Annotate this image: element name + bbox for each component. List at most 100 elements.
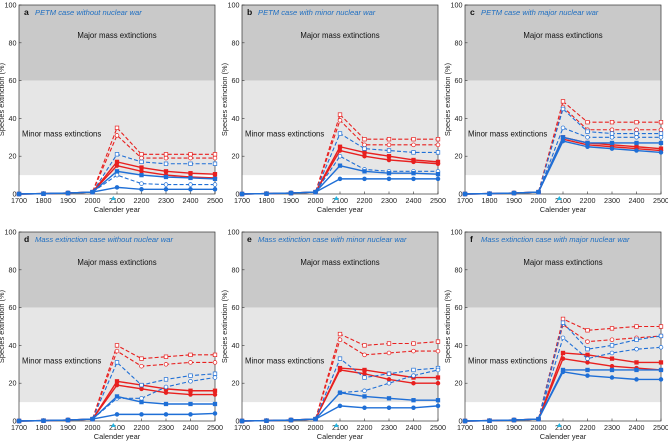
data-point (585, 352, 590, 357)
data-point (411, 405, 416, 411)
time-marker-icon (333, 196, 339, 200)
data-point (585, 144, 590, 150)
data-point (362, 367, 367, 373)
data-point (560, 369, 566, 375)
data-point (487, 418, 492, 423)
data-point (658, 333, 664, 339)
minor-zone-label: Minor mass extinctions (22, 130, 101, 139)
data-point (609, 375, 615, 380)
y-axis-label: Species extinction (%) (443, 63, 452, 136)
data-point (188, 373, 193, 378)
data-point (337, 176, 343, 182)
data-point (560, 335, 566, 341)
time-marker-icon (556, 423, 562, 427)
data-point (337, 390, 343, 395)
data-point (609, 356, 615, 361)
data-point (163, 377, 169, 382)
data-point (114, 169, 120, 174)
data-point (560, 125, 566, 131)
data-point (560, 106, 566, 112)
x-tick-label: 2400 (629, 423, 645, 432)
data-point (212, 155, 218, 161)
data-point (386, 142, 392, 148)
x-tick-label: 2000 (531, 196, 547, 205)
x-tick-label: 2500 (207, 196, 223, 205)
y-tick-label: 0 (13, 417, 17, 426)
data-point (560, 350, 566, 356)
x-tick-label: 1900 (60, 423, 76, 432)
major-zone-label: Major mass extinctions (300, 258, 379, 267)
time-marker-icon (110, 196, 116, 200)
data-point (609, 363, 615, 369)
data-point (188, 352, 193, 357)
data-point (634, 127, 639, 132)
y-tick-label: 100 (228, 1, 240, 10)
data-point (212, 392, 218, 397)
y-tick-label: 20 (232, 152, 240, 161)
data-point (634, 346, 639, 352)
x-tick-label: 2100 (332, 196, 348, 205)
data-point (609, 367, 615, 373)
x-tick-label: 2300 (158, 196, 174, 205)
x-tick-label: 1800 (482, 423, 498, 432)
data-point (386, 380, 392, 386)
data-point (212, 176, 218, 182)
data-point (337, 337, 343, 342)
y-tick-label: 60 (455, 76, 463, 85)
x-axis-label: Calender year (540, 432, 587, 441)
data-point (163, 187, 169, 192)
data-point (114, 152, 120, 157)
data-point (435, 137, 441, 142)
data-point (163, 384, 169, 390)
data-point (585, 367, 590, 373)
data-point (658, 345, 664, 350)
data-point (212, 375, 218, 380)
data-point (411, 150, 416, 155)
x-tick-label: 2300 (381, 423, 397, 432)
data-point (609, 127, 615, 132)
y-tick-label: 20 (455, 379, 463, 388)
data-point (65, 417, 71, 423)
data-point (212, 401, 218, 407)
data-point (362, 150, 367, 155)
x-tick-label: 1800 (259, 196, 275, 205)
data-point (188, 401, 193, 407)
x-axis-label: Calender year (94, 432, 141, 441)
data-point (139, 181, 144, 186)
panel-letter: e (247, 234, 252, 244)
major-extinction-band (465, 5, 661, 81)
data-point (658, 131, 664, 136)
data-point (435, 380, 441, 386)
y-tick-label: 100 (5, 1, 17, 10)
data-point (609, 326, 615, 331)
data-point (114, 159, 120, 165)
data-point (362, 394, 367, 399)
data-point (264, 191, 269, 196)
data-point (435, 172, 441, 177)
data-point (658, 127, 664, 132)
x-axis-label: Calender year (317, 432, 364, 441)
data-point (362, 169, 367, 174)
data-point (634, 135, 639, 140)
x-tick-label: 1900 (506, 423, 522, 432)
data-point (212, 352, 218, 357)
data-point (658, 377, 664, 382)
y-tick-label: 40 (232, 341, 240, 350)
x-tick-label: 2400 (406, 423, 422, 432)
data-point (585, 328, 590, 333)
x-tick-label: 2400 (183, 423, 199, 432)
data-point (560, 320, 566, 325)
data-point (386, 137, 392, 142)
x-tick-label: 1800 (482, 196, 498, 205)
y-tick-label: 80 (232, 265, 240, 274)
data-point (411, 373, 416, 378)
data-point (337, 148, 343, 153)
data-point (139, 155, 144, 161)
y-tick-label: 100 (5, 228, 17, 237)
y-tick-label: 100 (228, 228, 240, 237)
data-point (313, 189, 318, 195)
data-point (163, 161, 169, 166)
data-point (386, 341, 392, 346)
panel-title: Mass extinction case with minor nuclear … (258, 235, 407, 244)
data-point (435, 375, 441, 380)
